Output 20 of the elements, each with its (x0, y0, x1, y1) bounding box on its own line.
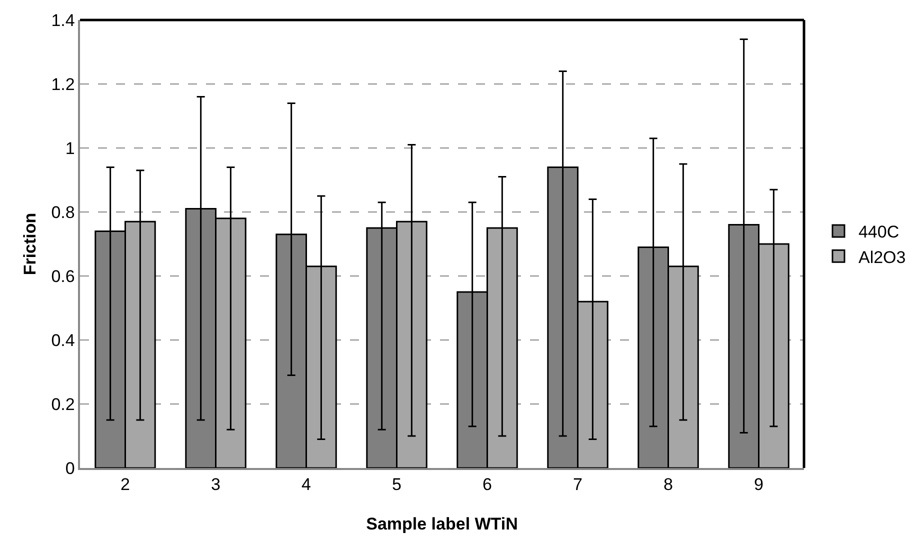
y-tick-label: 0.2 (51, 394, 75, 414)
y-tick-label: 1.4 (51, 10, 75, 30)
x-tick-label: 4 (302, 475, 311, 494)
x-tick-label: 9 (754, 475, 764, 494)
legend-label: 440C (858, 222, 900, 242)
y-tick-label: 0.6 (51, 266, 75, 286)
x-tick-label: 6 (482, 475, 492, 494)
x-tick-label: 7 (573, 475, 582, 494)
y-tick-label: 1.2 (51, 74, 75, 94)
legend-label: Al2O3 (858, 248, 906, 267)
y-tick-label: 0.8 (51, 202, 75, 222)
y-tick-label: 0.4 (51, 330, 75, 350)
y-tick-label: 0 (65, 458, 75, 478)
x-tick-label: 2 (120, 475, 130, 494)
x-tick-label: 8 (664, 475, 673, 494)
x-axis-title: Sample label WTiN (366, 514, 518, 534)
x-tick-label: 5 (392, 475, 402, 494)
y-axis-title: Friction (20, 212, 40, 276)
y-tick-label: 1 (65, 138, 75, 158)
x-tick-label: 3 (211, 475, 220, 494)
